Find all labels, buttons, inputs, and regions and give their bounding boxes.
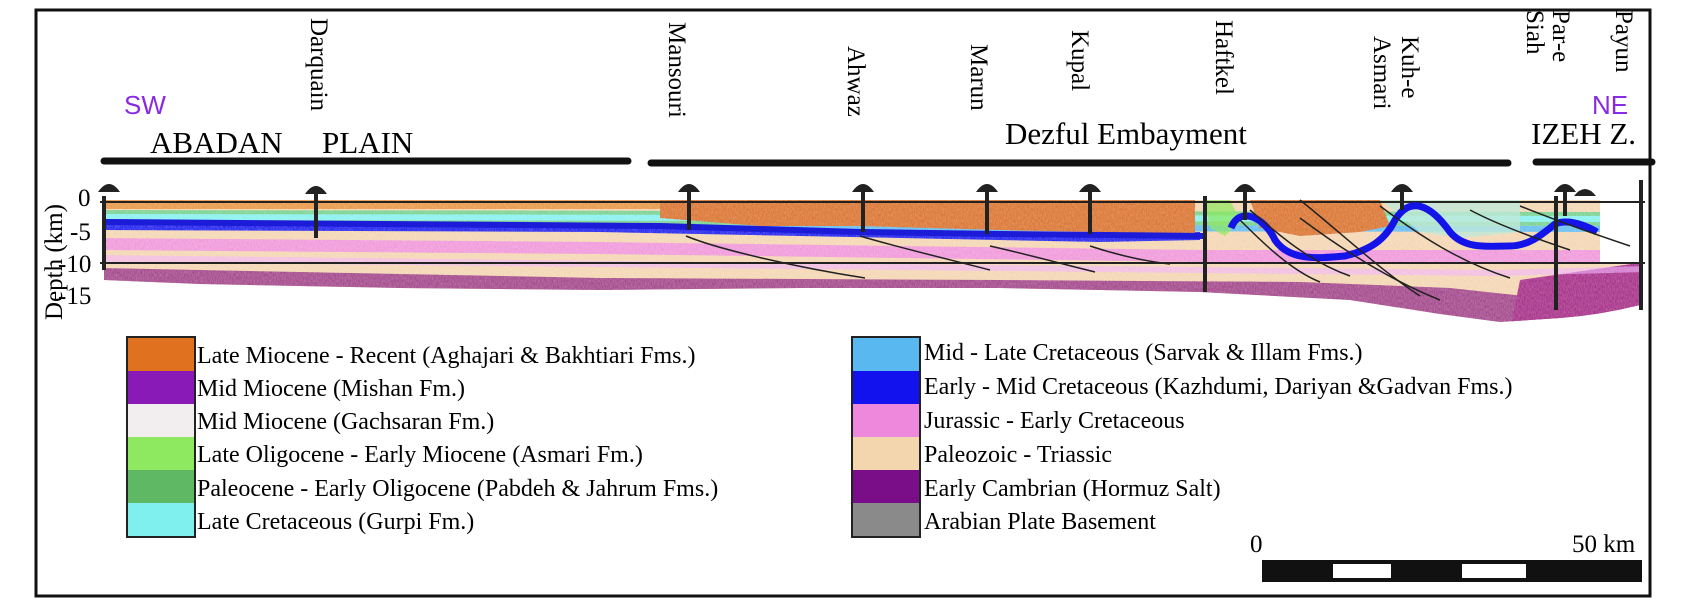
legend-swatch-mishan (128, 371, 194, 404)
well-markers (98, 184, 1596, 238)
kazhdumi-folded-horizon (1227, 202, 1599, 262)
legend-swatch-gurpi (128, 503, 194, 536)
legend-label-jurassic-early-cretaceous: Jurassic - Early Cretaceous (924, 408, 1185, 434)
well-label-asmari: Asmari (1368, 36, 1395, 110)
well-marker-payun (98, 184, 120, 192)
scale-bar: 0 50 km (1250, 531, 1642, 582)
well-label-marun: Marun (965, 44, 992, 111)
well-marker-haftkel (1234, 184, 1256, 220)
legend-label-paleozoic-triassic: Paleozoic - Triassic (924, 442, 1112, 468)
legend-label-asmari: Late Oligocene - Early Miocene (Asmari F… (197, 442, 643, 468)
well-label-ahwaz: Ahwaz (842, 46, 869, 117)
legend-label-kazhdumi-dariyan-gadvan: Early - Mid Cretaceous (Kazhdumi, Dariya… (924, 374, 1513, 400)
well-marker-par-e-siah (1554, 184, 1576, 216)
well-label-par-e: Par-e (1547, 10, 1574, 62)
well-label-kuh-e: Kuh-e (1396, 36, 1423, 98)
depth-tick-minus-10: -10 (58, 251, 91, 278)
well-marker-kuh-e-asmari (1391, 184, 1413, 210)
depth-tick-minus-15: -15 (58, 283, 91, 310)
kazhdumi-plain-horizon (103, 219, 1206, 239)
well-marker-ne-edge (1574, 189, 1596, 196)
legend-label-arabian-basement: Arabian Plate Basement (924, 509, 1156, 535)
legend-swatch-asmari (128, 437, 194, 470)
legend-label-aghajari-bakhtiari: Late Miocene - Recent (Aghajari & Bakhti… (197, 343, 696, 369)
legend-right: Mid - Late Cretaceous (Sarvak & Illam Fm… (851, 336, 1513, 538)
region-label-dezful-embayment: Dezful Embayment (1005, 116, 1247, 151)
legend-label-sarvak-illam: Mid - Late Cretaceous (Sarvak & Illam Fm… (924, 340, 1363, 366)
legend-swatch-jurassic-early-cretaceous (853, 404, 919, 437)
well-marker-darquain (305, 186, 327, 238)
legend-label-pabdeh-jahrum: Paleocene - Early Oligocene (Pabdeh & Ja… (197, 476, 718, 502)
scale-bar-end-label: 50 km (1572, 531, 1636, 558)
legend-swatch-arabian-basement (853, 503, 919, 536)
well-marker-ahwaz (852, 184, 874, 232)
well-label-payun: Payun (1610, 10, 1637, 73)
scale-bar-white-segment-1 (1333, 564, 1391, 578)
legend-swatch-aghajari-bakhtiari (128, 338, 194, 371)
well-labels: Darquain Mansouri Ahwaz Marun Kupal Haft… (305, 10, 1637, 118)
legend-swatch-hormuz-salt (853, 470, 919, 503)
legend-swatch-sarvak-illam (853, 338, 919, 371)
region-label-izeh-zone: IZEH Z. (1531, 116, 1636, 151)
depth-axis: Depth (km) 0 -5 -10 -15 (41, 185, 91, 320)
well-label-mansouri: Mansouri (663, 22, 690, 118)
well-label-darquain: Darquain (305, 18, 332, 112)
ne-direction-label: NE (1592, 90, 1628, 120)
sw-direction-label: SW (124, 90, 166, 120)
legend-label-gachsaran: Mid Miocene (Gachsaran Fm.) (197, 409, 494, 435)
region-label-plain: PLAIN (322, 125, 413, 160)
well-marker-marun (976, 184, 998, 234)
well-marker-mansouri (678, 184, 700, 230)
legend-left: Late Miocene - Recent (Aghajari & Bakhti… (126, 336, 718, 538)
depth-axis-label: Depth (km) (41, 204, 68, 320)
legend-swatch-paleozoic-triassic (853, 437, 919, 470)
well-label-siah: Siah (1521, 10, 1548, 55)
well-label-kupal: Kupal (1066, 30, 1093, 91)
scale-bar-white-segment-2 (1462, 564, 1526, 578)
scale-bar-start-label: 0 (1250, 531, 1263, 558)
thrust-faults (685, 199, 1631, 301)
region-span-bars (100, 157, 1656, 167)
legend-left-frame (126, 336, 196, 538)
legend-swatch-pabdeh-jahrum (128, 470, 194, 503)
legend-label-hormuz-salt: Early Cambrian (Hormuz Salt) (924, 476, 1221, 502)
depth-tick-minus-5: -5 (70, 219, 91, 246)
legend-right-frame (851, 336, 921, 538)
legend-label-gurpi: Late Cretaceous (Gurpi Fm.) (197, 509, 474, 535)
well-marker-kupal (1079, 184, 1101, 234)
legend-swatch-kazhdumi-dariyan-gadvan (853, 371, 919, 404)
legend-swatch-gachsaran (128, 404, 194, 437)
region-label-abadan: ABADAN (150, 125, 283, 160)
legend-label-mishan: Mid Miocene (Mishan Fm.) (197, 376, 465, 402)
depth-tick-0: 0 (78, 185, 91, 212)
scale-bar-frame (1262, 560, 1642, 582)
well-label-haftkel: Haftkel (1210, 20, 1237, 95)
